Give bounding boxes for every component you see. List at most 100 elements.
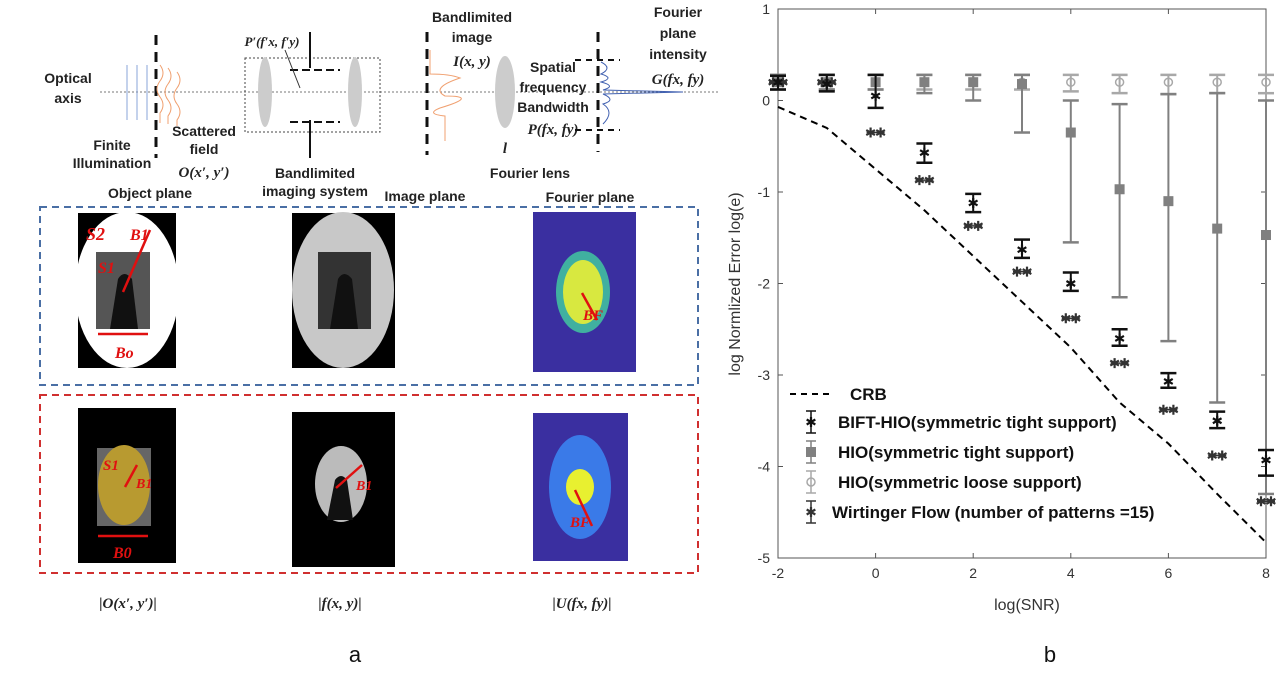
y-tick-label: -5 [758, 550, 771, 566]
caption-fourier: |U(fx, fy)| [552, 596, 611, 612]
scattered-waves [156, 64, 181, 126]
data-point [1065, 278, 1076, 289]
fourier-lens-symbol: l [503, 141, 508, 157]
finite-illumination-label: Finite Illumination [73, 137, 152, 171]
bandlimited-image-symbol: I(x, y) [452, 54, 491, 70]
data-point [1114, 77, 1125, 87]
row2-bo: B0 [112, 545, 132, 562]
data-point [821, 79, 832, 90]
series-wirtinger-flow-number-of-patterns-15- [768, 77, 1276, 507]
data-point [1261, 77, 1271, 87]
pupil-pointer [284, 49, 301, 89]
data-point [773, 77, 783, 88]
data-point [1066, 77, 1076, 87]
row2-b1-obj: B1 [135, 477, 152, 492]
fourier-plane-image-2 [533, 413, 628, 561]
legend: CRB BIFT-HIO(symmetric tight support) HIO(… [790, 385, 1154, 524]
row2-frame [39, 394, 699, 574]
row2-bf: BF [569, 515, 590, 531]
legend-swatch-marker [806, 417, 816, 427]
legend-label: BIFT-HIO(symmetric tight support) [838, 413, 1117, 432]
series-crb [777, 105, 1267, 544]
data-point [1212, 415, 1223, 426]
legend-label: HIO(symmetric loose support) [838, 473, 1082, 492]
panel-b-label: b [1044, 642, 1056, 667]
data-point [1114, 333, 1125, 344]
y-tick-label: -2 [758, 276, 771, 292]
fourier-lens-label: Fourier lens [490, 165, 570, 181]
legend-label: Wirtinger Flow (number of patterns =15) [832, 503, 1154, 522]
data-point [1163, 376, 1174, 387]
caption-image: |f(x, y)| [318, 596, 361, 612]
y-tick-label: -1 [758, 184, 771, 200]
data-point [1017, 244, 1027, 255]
data-point [1017, 79, 1027, 90]
y-tick-label: 1 [762, 1, 770, 17]
fourier-plane-image-1 [533, 212, 636, 372]
x-tick-label: 8 [1262, 565, 1270, 581]
image-plane-label: Image plane [385, 188, 466, 204]
y-tick-label: -4 [758, 459, 771, 475]
object-support-image [75, 212, 179, 368]
row1-frame [39, 206, 699, 386]
x-tick-label: -2 [772, 565, 785, 581]
fourier-intensity-symbol: G(fx, fy) [652, 72, 704, 88]
series-bift-hio-symmetric-tight-support- [770, 73, 1274, 477]
data-point [1212, 223, 1223, 234]
row1-b1: B1 [129, 227, 149, 244]
data-point [1065, 127, 1076, 138]
x-tick-label: 0 [872, 565, 880, 581]
row1-bo: Bo [114, 345, 134, 362]
panel-a-label: a [349, 642, 362, 667]
row1-s2: S2 [86, 224, 105, 244]
image-plane-image-2 [292, 412, 395, 567]
fourier-lens [495, 56, 515, 128]
panel-b-chart: -2 0 2 4 6 810-1-2-3-4-5 log(SNR) log Normliz… [727, 1, 1276, 667]
data-point [1163, 196, 1174, 207]
legend-swatch-marker [806, 447, 816, 457]
legend-swatch-marker [806, 477, 816, 487]
row1-bf: BF [582, 308, 603, 324]
data-point [919, 77, 930, 88]
data-point [1261, 455, 1271, 466]
data-point [968, 197, 979, 208]
y-tick-label: 0 [762, 93, 770, 109]
optical-axis-label: Optical axis [44, 70, 91, 106]
crb-line [777, 105, 1267, 544]
y-tick-label: -3 [758, 367, 771, 383]
data-point [1114, 184, 1125, 195]
pupil-symbol: P′(f′x, f′y) [245, 34, 300, 49]
row1-s1: S1 [98, 260, 115, 277]
caption-object: |O(x′, y′)| [99, 596, 157, 612]
illumination-wavefronts [126, 65, 148, 120]
bandwidth-symbol: P(fx, fy) [528, 122, 579, 138]
legend-label: CRB [850, 385, 887, 404]
data-point [1261, 230, 1271, 241]
imaging-system-box [244, 57, 381, 133]
row2-s1: S1 [103, 458, 119, 474]
data-point [870, 90, 881, 101]
lens-2 [348, 57, 362, 127]
legend-swatch-marker [806, 507, 816, 517]
x-axis-label: log(SNR) [994, 597, 1060, 614]
data-point [1163, 77, 1174, 87]
bandwidth-label: Spatial frequency Bandwidth [517, 59, 589, 115]
fourier-plane-label: Fourier plane [546, 189, 635, 205]
data-point [1212, 77, 1222, 87]
data-point [919, 147, 930, 158]
x-tick-label: 4 [1067, 565, 1075, 581]
scattered-field-symbol: O(x′, y′) [179, 165, 230, 181]
image-plane-image [292, 212, 395, 368]
object-plane-label: Object plane [108, 185, 192, 201]
lens-1 [258, 57, 272, 127]
fourier-intensity-label: Fourier plane intensity [649, 4, 707, 62]
x-tick-label: 2 [969, 565, 977, 581]
legend-label: HIO(symmetric tight support) [838, 443, 1074, 462]
imaging-system-label: Bandlimited imaging system [262, 165, 368, 199]
data-point [968, 77, 979, 88]
fourier-intensity-profile [599, 61, 684, 125]
x-tick-label: 6 [1165, 565, 1173, 581]
scattered-field-label: Scattered field [172, 123, 236, 157]
image-profile [429, 50, 462, 141]
panel-a: Optical axis Finite Illumination Scattered… [39, 4, 720, 667]
